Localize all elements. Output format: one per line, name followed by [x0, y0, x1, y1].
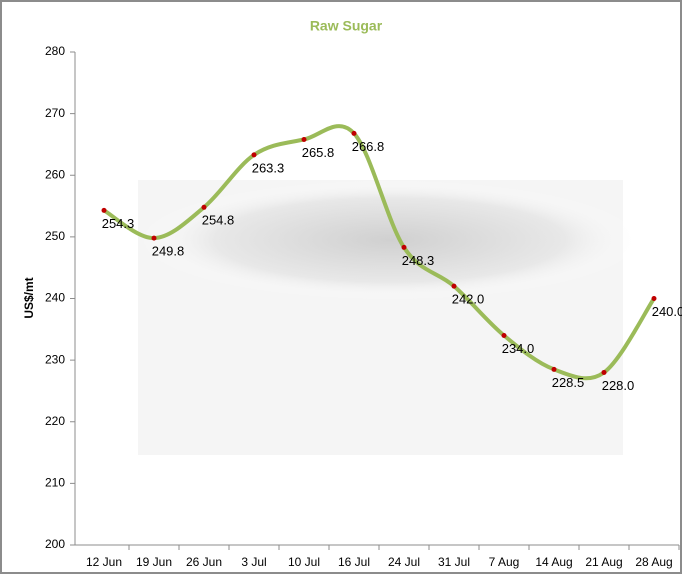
y-tick-label: 280 — [45, 44, 65, 58]
data-label: 228.5 — [552, 375, 585, 390]
data-label: 240.0 — [652, 304, 682, 319]
data-label: 263.3 — [252, 160, 285, 175]
x-tick-label: 31 Jul — [438, 555, 470, 569]
marker — [552, 367, 557, 372]
marker — [252, 152, 257, 157]
chart: Raw Sugar US$/mt 200 210 220 230 240 250 260 27… — [0, 0, 682, 574]
data-label: 266.8 — [352, 139, 385, 154]
data-label: 254.8 — [202, 213, 235, 228]
marker — [402, 245, 407, 250]
y-tick-label: 220 — [45, 414, 65, 428]
chart-title: Raw Sugar — [310, 18, 383, 34]
marker — [102, 208, 107, 213]
x-tick-label: 24 Jul — [388, 555, 420, 569]
x-tick-label: 3 Jul — [241, 555, 266, 569]
marker — [502, 333, 507, 338]
y-axis-title: US$/mt — [22, 277, 36, 318]
x-tick-label: 26 Jun — [186, 555, 222, 569]
x-tick-label: 19 Jun — [136, 555, 172, 569]
data-label: 234.0 — [502, 341, 535, 356]
y-tick-label: 210 — [45, 476, 65, 490]
data-label: 248.3 — [402, 253, 435, 268]
data-label: 228.0 — [602, 378, 635, 393]
data-label: 254.3 — [102, 216, 135, 231]
data-label: 242.0 — [452, 292, 485, 307]
marker — [302, 137, 307, 142]
y-tick-label: 270 — [45, 106, 65, 120]
x-tick-label: 7 Aug — [489, 555, 520, 569]
marker — [602, 370, 607, 375]
y-tick-label: 230 — [45, 352, 65, 366]
x-tick-label: 21 Aug — [585, 555, 622, 569]
y-tick-label: 250 — [45, 229, 65, 243]
x-tick-label: 16 Jul — [338, 555, 370, 569]
marker — [152, 236, 157, 241]
data-label: 265.8 — [302, 145, 335, 160]
y-tick-label: 240 — [45, 291, 65, 305]
marker — [652, 296, 657, 301]
x-tick-label: 14 Aug — [535, 555, 572, 569]
y-tick-label: 260 — [45, 167, 65, 181]
x-tick-label: 10 Jul — [288, 555, 320, 569]
marker — [202, 205, 207, 210]
x-tick-label: 28 Aug — [635, 555, 672, 569]
x-tick-label: 12 Jun — [86, 555, 122, 569]
marker — [452, 284, 457, 289]
data-label: 249.8 — [152, 244, 185, 259]
y-tick-label: 200 — [45, 537, 65, 551]
marker — [352, 131, 357, 136]
